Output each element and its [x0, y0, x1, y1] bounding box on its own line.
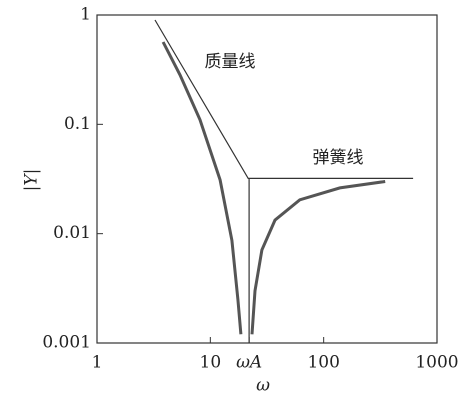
y-tick-label: 0.1: [64, 114, 91, 134]
annotation: 弹簧线: [313, 148, 364, 168]
plot-frame: [96, 14, 438, 344]
x-axis-label: ω: [256, 376, 270, 396]
y-tick-label: 0.01: [53, 223, 91, 243]
response-curve: [161, 41, 386, 335]
x-tick-label: 1000: [415, 353, 458, 373]
x-tick-label: ωA: [236, 353, 262, 373]
x-tick-label: 100: [307, 353, 339, 373]
annotation: 质量线: [205, 52, 256, 72]
x-tick-label: 1: [92, 353, 103, 373]
y-axis-label: |Y|: [22, 169, 42, 192]
asymptote-line: [154, 19, 414, 179]
x-tick-label: 10: [200, 353, 222, 373]
y-tick-label: 1: [80, 5, 91, 25]
y-tick-label: 0.001: [42, 333, 91, 353]
